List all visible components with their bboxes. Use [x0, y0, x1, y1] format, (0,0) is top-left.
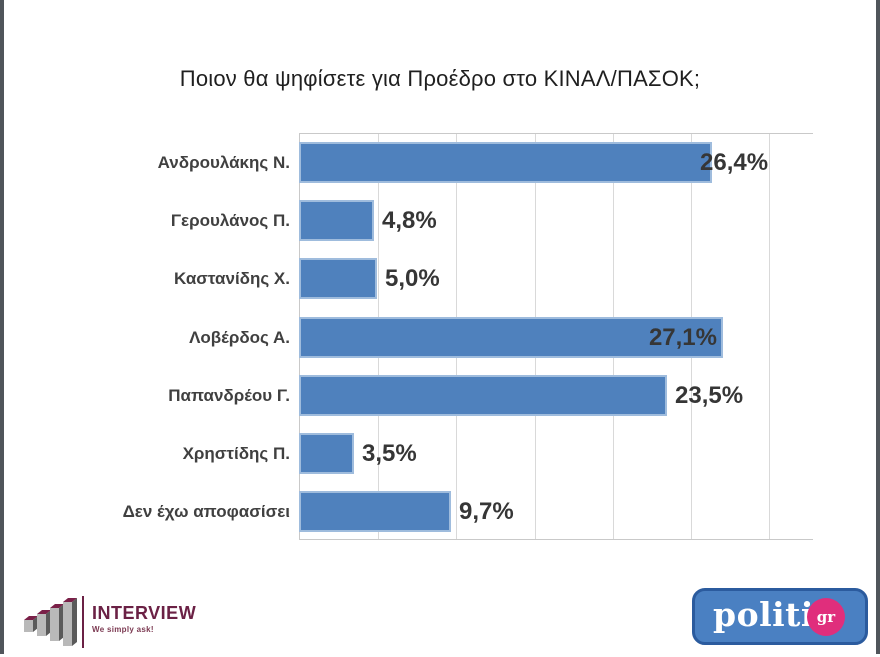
bar: [299, 433, 354, 474]
interview-bars-icon: [22, 594, 80, 657]
bar: [299, 200, 374, 241]
bar: [299, 491, 451, 532]
value-label: 3,5%: [362, 440, 417, 467]
interview-logo: INTERVIEW We simply ask!: [22, 592, 237, 652]
category-label: Καστανίδης Χ.: [173, 269, 290, 288]
interview-logo-divider: [82, 596, 84, 648]
value-label: 26,4%: [700, 149, 769, 176]
politic-gr-badge: gr: [807, 598, 845, 636]
value-label: 23,5%: [675, 382, 744, 409]
value-label: 9,7%: [459, 498, 514, 525]
value-label: 27,1%: [648, 324, 717, 351]
value-label: 4,8%: [382, 207, 437, 234]
category-label: Ανδρουλάκης Ν.: [157, 153, 290, 172]
gridline: [769, 134, 770, 539]
interview-logo-name: INTERVIEW: [92, 603, 197, 623]
category-label: Παπανδρέου Γ.: [168, 386, 290, 405]
bar: [299, 317, 723, 358]
chart-title: Ποιον θα ψηφίσετε για Προέδρο στο ΚΙΝΑΛ/…: [179, 66, 701, 91]
category-label: Γερουλάνος Π.: [170, 211, 290, 230]
category-label: Δεν έχω αποφασίσει: [122, 502, 290, 521]
interview-logo-tagline: We simply ask!: [92, 625, 154, 634]
category-label: Χρηστίδης Π.: [182, 444, 290, 463]
page-border-right: [876, 0, 880, 654]
bar: [299, 142, 712, 183]
page-border-left: [0, 0, 4, 654]
bar: [299, 258, 377, 299]
category-label: Λοβέρδος Α.: [189, 328, 290, 347]
interview-logo-text: INTERVIEW We simply ask!: [92, 604, 196, 634]
value-label: 5,0%: [385, 265, 440, 292]
politic-logo: politic gr: [692, 588, 868, 645]
bar: [299, 375, 667, 416]
